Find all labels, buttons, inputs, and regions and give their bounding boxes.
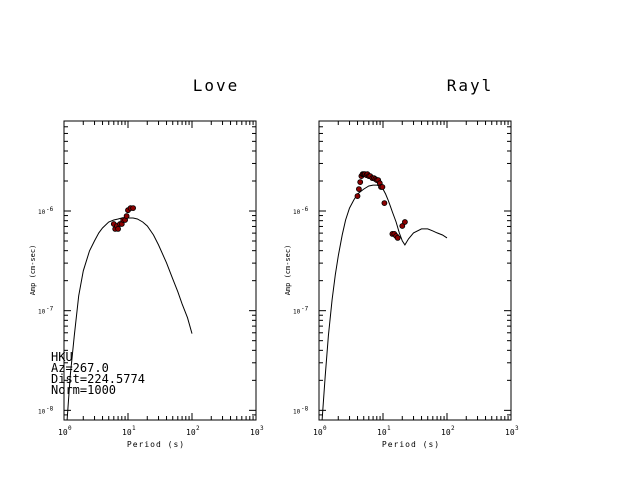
love-x-tick-label-2: 10 <box>186 428 196 437</box>
love-data-point-3 <box>115 225 121 232</box>
station-name: HKU <box>51 350 73 364</box>
love-x-tick-label-3: 10 <box>250 428 260 437</box>
love-x-tick-exp-2: 2 <box>196 425 200 432</box>
rayl-model-curve <box>321 184 448 421</box>
rayl-x-tick-labels: 10 0 10 1 10 2 10 3 <box>313 425 519 437</box>
rayl-model-line <box>321 184 448 421</box>
rayl-y-tick-exp-0: -8 <box>301 405 309 412</box>
station-info: HKU Az=267.0 Dist=224.5774 Norm=1000 <box>51 350 145 397</box>
rayl-y-tick-labels: 10-810-710-6 <box>293 206 309 415</box>
love-x-tick-label-1: 10 <box>122 428 132 437</box>
rayl-data-point-18 <box>379 184 386 190</box>
rayl-x-tick-label-3: 10 <box>505 428 515 437</box>
rayl-data-point-19 <box>381 200 388 207</box>
love-y-tick-label-0: 10 <box>38 408 46 415</box>
love-panel: Love 10 0 10 1 10 2 10 3 10-810-710-6 Period (s… <box>29 76 264 449</box>
station-norm: Norm=1000 <box>51 383 116 397</box>
love-data-point-8 <box>123 213 130 220</box>
love-x-tick-exp-0: 0 <box>68 425 72 432</box>
love-y-tick-label-1: 10 <box>38 309 46 316</box>
station-distance: Dist=224.5774 <box>51 372 145 386</box>
rayl-y-tick-label-1: 10 <box>293 309 301 316</box>
rayl-x-tick-exp-0: 0 <box>323 425 327 432</box>
rayl-y-tick-exp-1: -7 <box>301 306 309 313</box>
rayl-x-axis-label: Period (s) <box>382 440 440 449</box>
rayl-data-point-23 <box>394 234 401 241</box>
rayl-title: Rayl <box>447 76 494 95</box>
love-plot-frame <box>63 120 257 421</box>
love-data-point-11 <box>130 205 137 212</box>
love-x-tick-labels: 10 0 10 1 10 2 10 3 <box>58 425 264 437</box>
rayl-data-point-0 <box>354 193 361 200</box>
rayl-x-tick-exp-3: 3 <box>515 425 519 432</box>
rayl-x-tick-exp-1: 1 <box>387 425 391 432</box>
rayl-data-point-1 <box>355 186 362 193</box>
love-y-axis-label: Amp (cm-sec) <box>29 245 37 296</box>
love-y-tick-exp-1: -7 <box>46 306 54 313</box>
love-title: Love <box>193 76 240 95</box>
rayl-data-point-25 <box>401 219 408 225</box>
rayl-data-point-2 <box>357 179 364 186</box>
rayl-plot-frame <box>318 120 512 421</box>
love-y-tick-exp-2: -6 <box>46 206 54 213</box>
rayl-y-axis-label: Amp (cm-sec) <box>284 245 292 296</box>
love-y-tick-label-2: 10 <box>38 209 46 216</box>
rayl-data-point-24 <box>399 223 406 229</box>
station-azimuth: Az=267.0 <box>51 361 109 375</box>
love-x-tick-label-0: 10 <box>58 428 68 437</box>
rayl-panel: Rayl 10 0 10 1 10 2 10 3 10-810-710-6 Period (s… <box>284 76 519 449</box>
love-x-tick-exp-3: 3 <box>260 425 264 432</box>
rayl-x-tick-label-1: 10 <box>377 428 387 437</box>
rayl-observed-points <box>354 171 408 241</box>
rayl-x-tick-label-2: 10 <box>441 428 451 437</box>
love-x-tick-exp-1: 1 <box>132 425 136 432</box>
love-x-axis-label: Period (s) <box>127 440 185 449</box>
rayl-y-tick-label-2: 10 <box>293 209 301 216</box>
rayl-x-tick-exp-2: 2 <box>451 425 455 432</box>
love-y-tick-labels: 10-810-710-6 <box>38 206 54 415</box>
rayl-axis-ticks <box>318 120 512 421</box>
rayl-y-tick-label-0: 10 <box>293 408 301 415</box>
love-observed-points <box>110 205 137 232</box>
rayl-x-tick-label-0: 10 <box>313 428 323 437</box>
rayl-y-tick-exp-2: -6 <box>301 206 309 213</box>
love-y-tick-exp-0: -8 <box>46 405 54 412</box>
